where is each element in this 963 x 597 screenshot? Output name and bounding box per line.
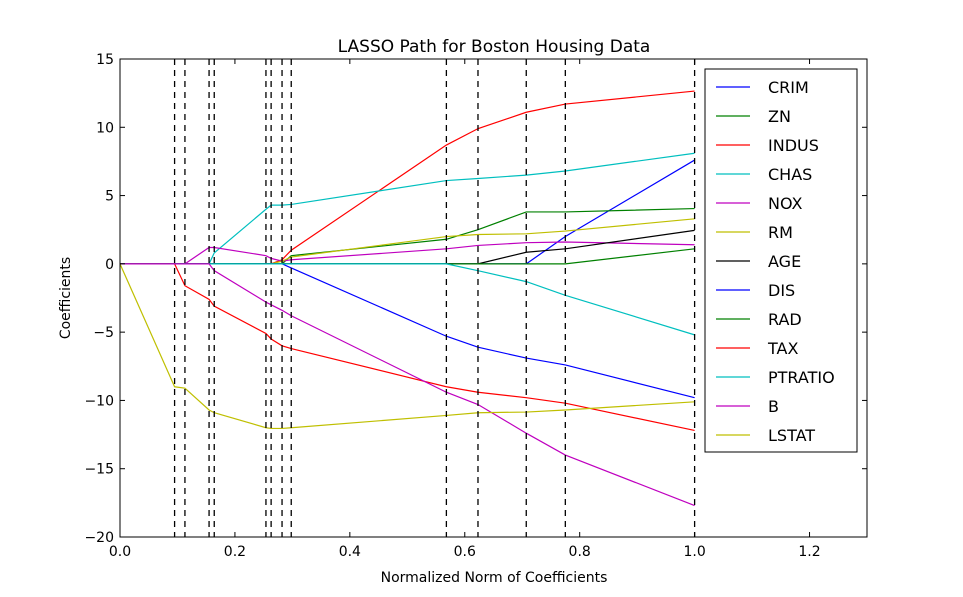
x-tick-label: 0.8 [569,544,591,560]
x-axis-ticks: 0.0 0.2 0.4 0.6 0.8 1.0 1.2 [109,59,821,560]
x-tick-label: 0.6 [454,544,476,560]
y-tick-label: 15 [96,52,114,68]
legend-label: PTRATIO [768,368,835,387]
chart-title: LASSO Path for Boston Housing Data [338,37,651,57]
y-tick-label: −10 [84,393,114,409]
legend-label: TAX [767,339,798,358]
legend-entry-nox: NOX [716,194,803,213]
y-tick-label: −15 [84,462,114,478]
y-axis-ticks: −20 −15 −10 −5 0 5 10 15 [84,52,867,546]
legend-entry-tax: TAX [716,339,798,358]
series-line-chas [120,152,695,265]
legend-entry-lstat: LSTAT [716,426,815,445]
series-line-lstat [120,263,695,430]
series-line-b [120,263,695,507]
legend-entry-chas: CHAS [716,165,812,184]
legend-label: INDUS [768,136,819,155]
series-lines [120,90,695,507]
series-line-tax [120,263,695,432]
series-line-zn [120,207,695,265]
y-tick-label: 5 [105,189,114,205]
legend-entry-crim: CRIM [716,78,809,97]
legend-label: RM [768,223,793,242]
x-tick-label: 0.0 [109,544,131,560]
legend-entry-age: AGE [716,252,801,271]
legend-label: NOX [768,194,803,213]
legend-label: CRIM [768,78,809,97]
series-line-nox [120,241,695,265]
y-tick-label: 0 [105,257,114,273]
x-tick-label: 1.2 [798,544,820,560]
legend-label: CHAS [768,165,812,184]
series-line-rm [120,218,695,265]
legend-entry-dis: DIS [716,281,795,300]
legend-entry-indus: INDUS [716,136,819,155]
legend-label: AGE [768,252,801,271]
y-tick-label: −5 [93,325,114,341]
legend-label: ZN [768,107,791,126]
legend-label: DIS [768,281,795,300]
knot-dashed-lines [173,59,696,537]
x-axis-label: Normalized Norm of Coefficients [381,570,608,586]
legend-entry-rad: RAD [716,310,802,329]
y-tick-label: −20 [84,530,114,546]
plot-area [119,58,868,538]
y-tick-label: 10 [96,120,114,136]
series-line-indus [120,90,695,265]
y-axis-label: Coefficients [58,257,74,339]
x-tick-label: 1.0 [683,544,705,560]
series-line-crim [120,159,695,265]
x-tick-label: 0.4 [339,544,361,560]
legend-entry-zn: ZN [716,107,791,126]
legend-label: B [768,397,779,416]
x-tick-label: 0.2 [224,544,246,560]
legend: CRIM ZN INDUS CHAS NOX RM AGE DIS RAD TAX PTRATIO B… [704,68,858,453]
series-line-ptratio [120,263,695,336]
legend-entry-rm: RM [716,223,793,242]
legend-label: RAD [768,310,802,329]
legend-entry-b: B [716,397,779,416]
legend-entry-ptratio: PTRATIO [716,368,835,387]
legend-label: LSTAT [768,426,815,445]
